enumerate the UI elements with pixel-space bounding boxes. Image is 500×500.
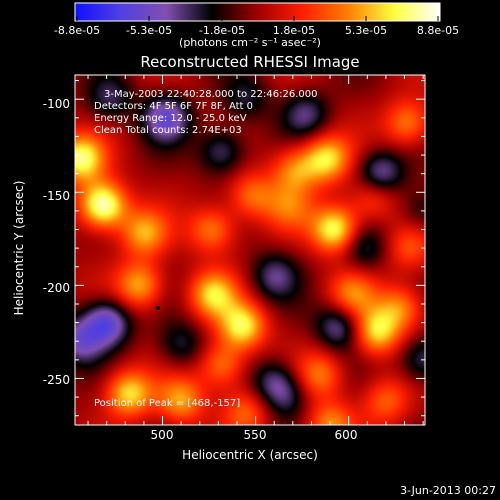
colorbar-tick-label: 5.3e-05 [344, 24, 388, 37]
time-range-label: 3-May-2003 22:40:28.000 to 22:46:26.000 [104, 89, 318, 100]
x-tick-label: 500 [150, 428, 174, 442]
colorbar-tick-label: -5.3e-05 [125, 24, 173, 37]
x-tick-label: 600 [334, 428, 358, 442]
x-tick-label: 550 [243, 428, 267, 442]
y-tick-label: -200 [42, 281, 70, 295]
colorbar-tick-label: -1.8e-05 [198, 24, 246, 37]
clean-counts-label: Clean Total counts: 2.74E+03 [94, 125, 242, 136]
y-tick-label: -250 [42, 373, 70, 387]
energy-range-label: Energy Range: 12.0 - 25.0 keV [94, 113, 247, 124]
y-tick-label: -100 [42, 97, 70, 111]
y-axis-label: Heliocentric Y (arcsec) [12, 180, 26, 316]
heatmap-image [75, 75, 425, 425]
colorbar-tick-label: -8.8e-05 [53, 24, 101, 37]
footer-date: 3-Jun-2013 00:27 [400, 484, 496, 497]
x-axis-label: Heliocentric X (arcsec) [182, 448, 318, 462]
plot-title: Reconstructed RHESSI Image [140, 53, 360, 71]
colorbar-units-label: (photons cm⁻² s⁻¹ asec⁻²) [179, 36, 321, 49]
y-tick-label: -150 [42, 189, 70, 203]
peak-position-label: Position of Peak = [468,-157] [94, 398, 241, 409]
colorbar-tick-label: 1.8e-05 [272, 24, 316, 37]
plot-frame [74, 74, 426, 426]
colorbar-tick-label: 8.8e-05 [416, 24, 460, 37]
colorbar-ticks [76, 16, 439, 21]
detectors-label: Detectors: 4F 5F 6F 7F 8F, Att 0 [94, 101, 254, 112]
axis-ticks [75, 75, 425, 425]
colorbar [74, 2, 441, 22]
peak-marker [156, 306, 160, 310]
